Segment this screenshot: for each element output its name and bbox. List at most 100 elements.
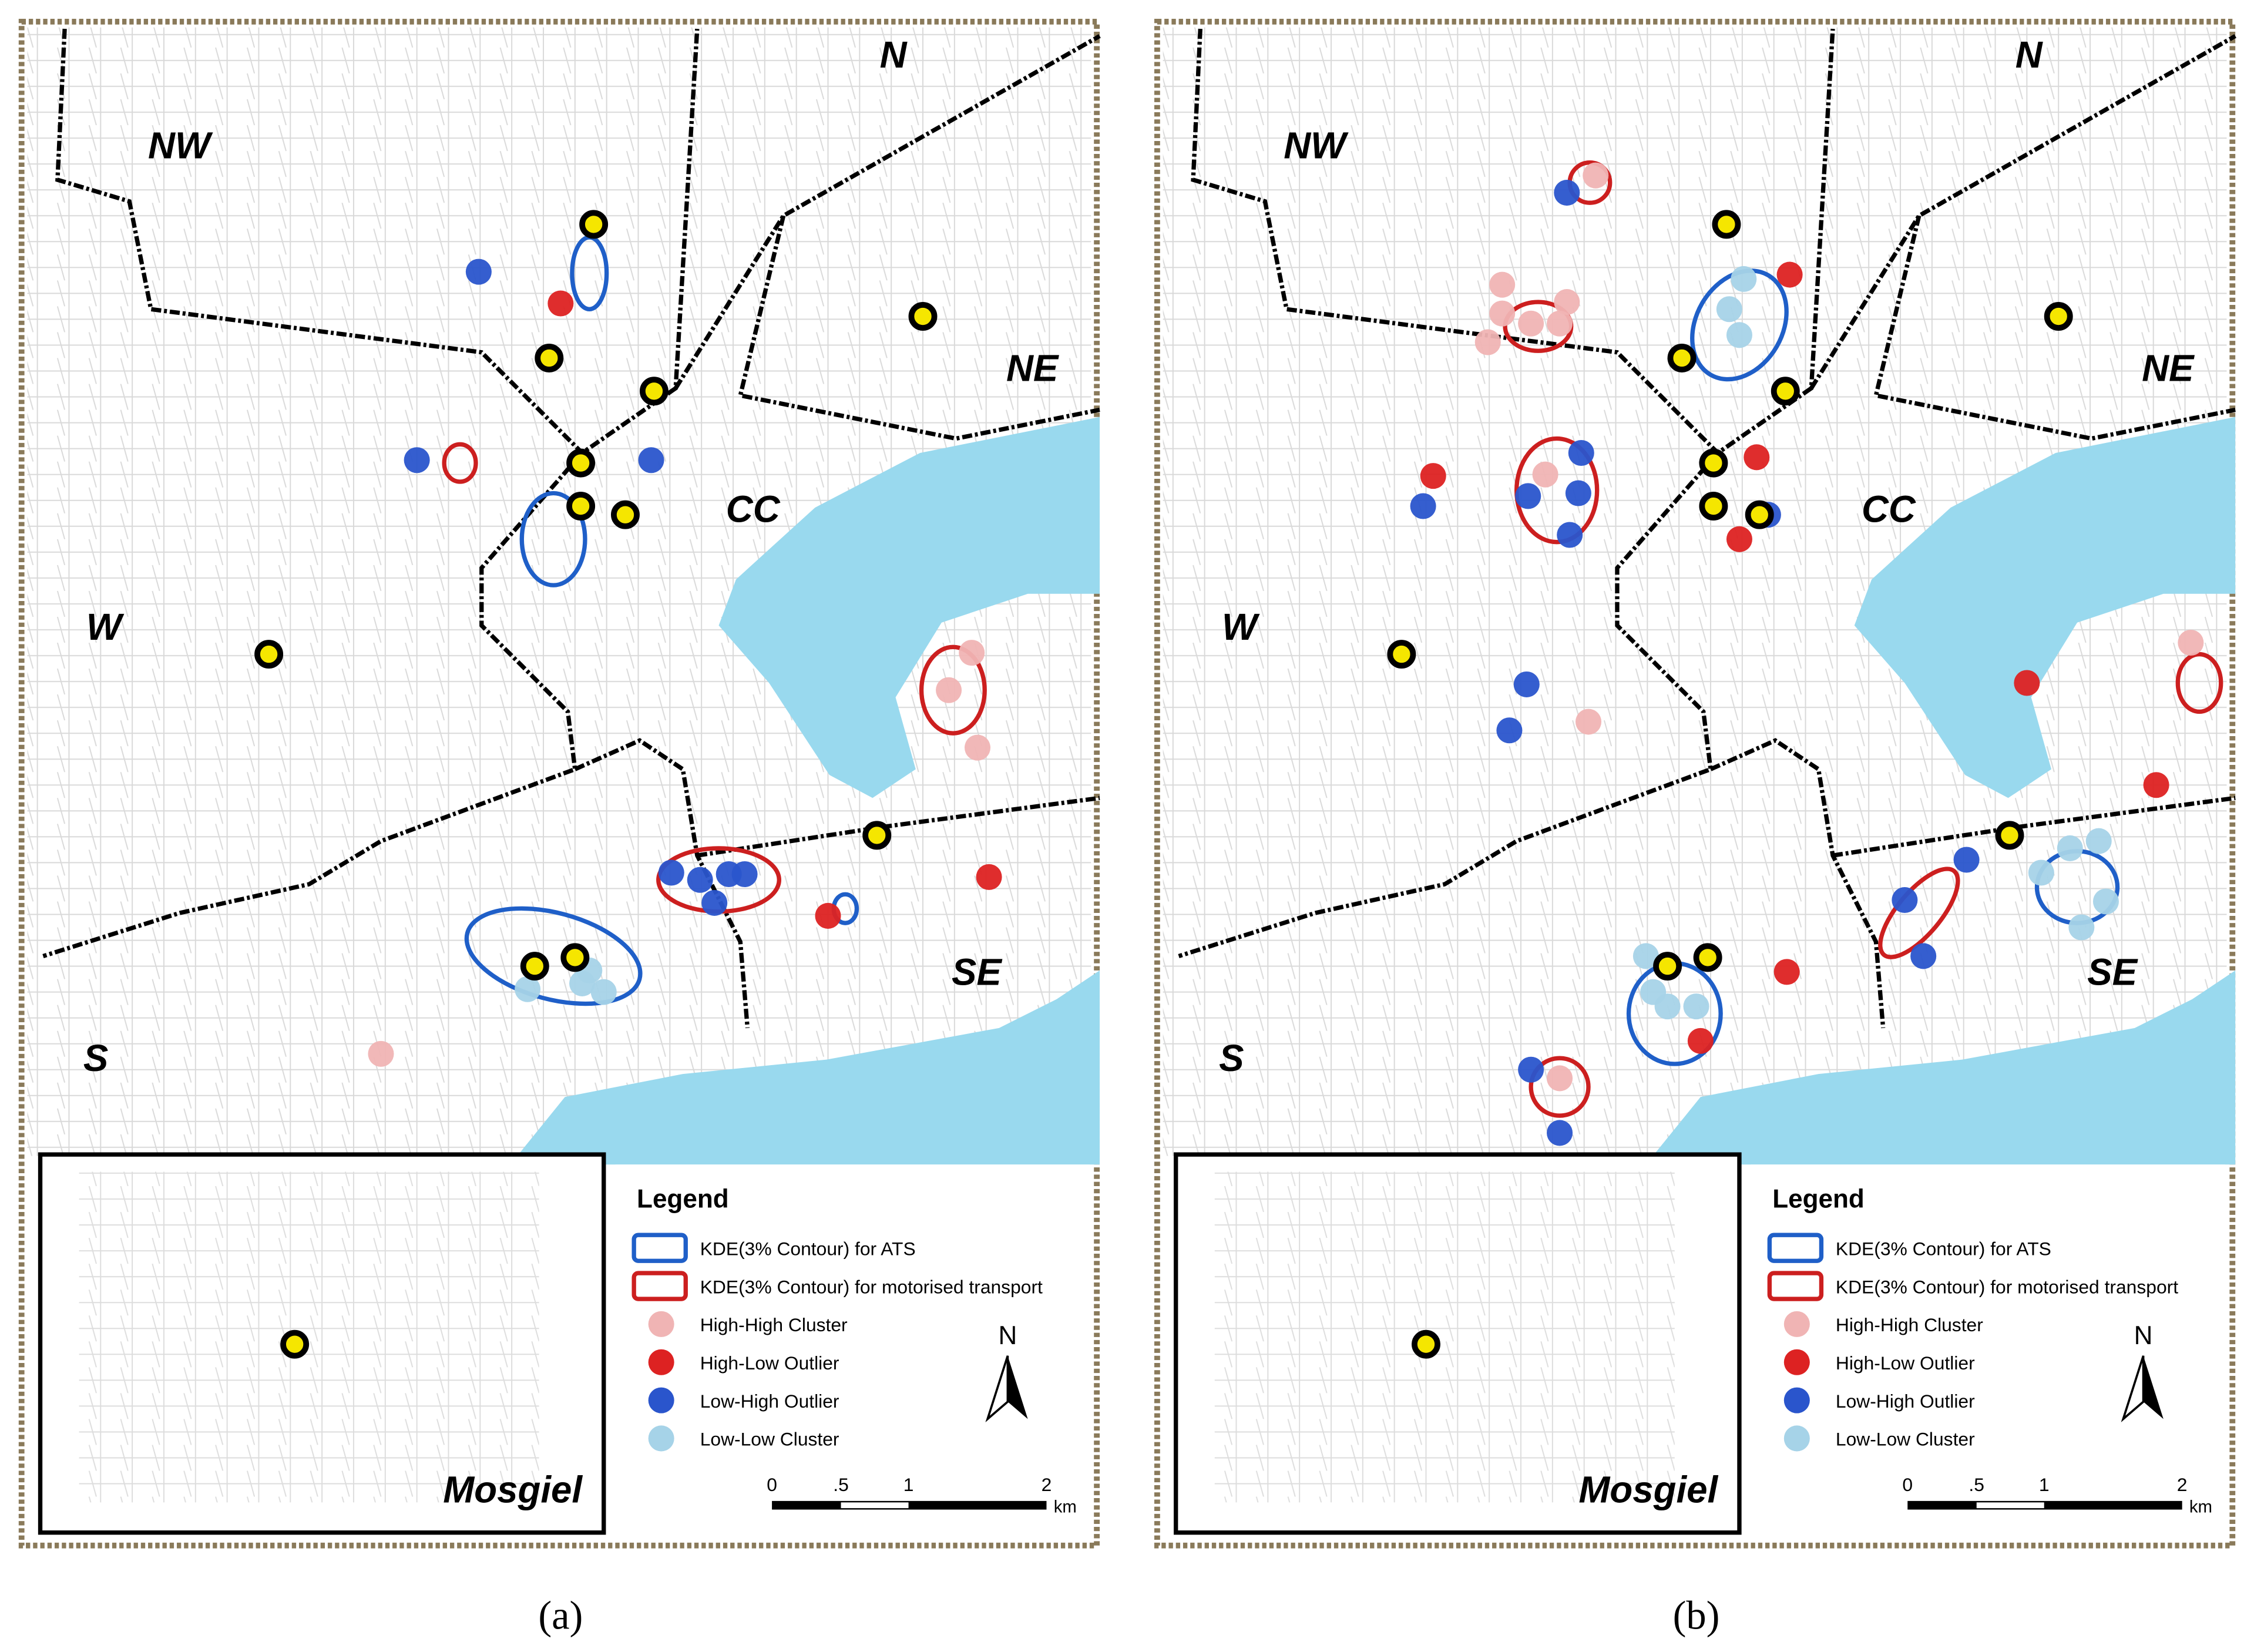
cluster-point bbox=[936, 677, 962, 703]
water bbox=[1645, 970, 2236, 1165]
cluster-point bbox=[1953, 847, 1980, 873]
school bbox=[908, 302, 938, 331]
scale-bar-segment bbox=[1976, 1502, 2044, 1509]
region-label: S bbox=[1219, 1037, 1244, 1079]
map-panel: N NW NE CC W S SE Mosgiel Legend KDE(3% Contour) … bbox=[1154, 18, 2237, 1549]
region-label: W bbox=[1222, 606, 1260, 648]
scale-label: .5 bbox=[833, 1474, 849, 1495]
cluster-point bbox=[1716, 296, 1742, 323]
region-label: NW bbox=[148, 125, 213, 166]
legend-symbol bbox=[631, 1271, 688, 1301]
region-label: NE bbox=[2142, 348, 2195, 390]
school bbox=[566, 492, 596, 521]
cluster-point bbox=[976, 864, 1002, 890]
school bbox=[280, 1329, 310, 1359]
north-label: N bbox=[2134, 1321, 2153, 1350]
cluster-point bbox=[2068, 914, 2095, 941]
ats-contour bbox=[519, 491, 587, 587]
cluster-point bbox=[1547, 1120, 1573, 1146]
region-label: NE bbox=[1006, 348, 1060, 390]
legend-item: Low-Low Cluster bbox=[700, 1429, 839, 1450]
region-label: W bbox=[86, 606, 125, 648]
motorised-contour bbox=[442, 442, 478, 484]
cluster-point bbox=[1726, 526, 1752, 552]
school bbox=[1995, 821, 2024, 850]
legend-title: Legend bbox=[1772, 1185, 1865, 1214]
map-panel: N NW NE CC W S SE Mosgiel Legend KDE(3% Contour) … bbox=[18, 18, 1101, 1549]
district-boundary bbox=[574, 738, 750, 1029]
school bbox=[1412, 1329, 1440, 1359]
scale-bar bbox=[1907, 1500, 2182, 1510]
cluster-point bbox=[2085, 828, 2112, 854]
scale-label: 1 bbox=[903, 1474, 914, 1495]
legend-symbol bbox=[648, 1425, 674, 1452]
panel-caption: (a) bbox=[538, 1593, 583, 1638]
water bbox=[510, 970, 1100, 1165]
school bbox=[862, 821, 892, 850]
cluster-point bbox=[1554, 289, 1580, 315]
legend-symbol bbox=[648, 1349, 674, 1375]
cluster-point bbox=[1557, 522, 1583, 548]
school bbox=[1387, 640, 1416, 669]
ats-contour bbox=[1690, 268, 1789, 382]
legend-symbol bbox=[631, 1233, 688, 1263]
cluster-point bbox=[959, 640, 985, 666]
legend-symbol bbox=[1783, 1311, 1810, 1337]
cluster-point bbox=[1515, 483, 1541, 509]
inset-label: Mosgiel bbox=[443, 1469, 583, 1510]
inset-roads bbox=[79, 1171, 539, 1503]
scale-unit: km bbox=[1054, 1497, 1077, 1516]
school bbox=[1693, 943, 1722, 972]
legend-symbol bbox=[648, 1311, 674, 1337]
school bbox=[1771, 377, 1800, 406]
school bbox=[579, 210, 609, 239]
legend-symbol bbox=[1767, 1233, 1824, 1263]
school bbox=[1699, 448, 1728, 478]
cluster-point bbox=[1773, 959, 1800, 985]
legend-item: KDE(3% Contour) for motorised transport bbox=[700, 1276, 1043, 1297]
cluster-point bbox=[1489, 271, 1516, 298]
school bbox=[639, 377, 669, 406]
school bbox=[520, 952, 549, 981]
school bbox=[1653, 952, 1682, 981]
scale-label: 0 bbox=[1902, 1474, 1913, 1495]
legend-box bbox=[615, 1164, 1090, 1470]
ats-contour bbox=[464, 906, 643, 1006]
cluster-point bbox=[2143, 772, 2169, 798]
cluster-point bbox=[2028, 859, 2054, 886]
cluster-point bbox=[2092, 888, 2119, 915]
cluster-point bbox=[1683, 993, 1709, 1020]
school bbox=[2044, 302, 2073, 331]
cluster-point bbox=[1892, 887, 1918, 914]
legend-item: KDE(3% Contour) for ATS bbox=[1836, 1238, 2051, 1259]
legend-item: Low-High Outlier bbox=[1836, 1391, 1975, 1412]
school bbox=[611, 500, 640, 529]
legend-item: KDE(3% Contour) for ATS bbox=[700, 1238, 916, 1259]
cluster-point bbox=[1583, 162, 1609, 189]
cluster-point bbox=[687, 867, 713, 893]
legend-symbol bbox=[1783, 1425, 1810, 1452]
cluster-point bbox=[1496, 717, 1523, 744]
legend-item: High-High Cluster bbox=[700, 1314, 848, 1335]
cluster-point bbox=[465, 258, 492, 285]
district-boundary bbox=[1873, 215, 2236, 441]
cluster-point bbox=[547, 290, 574, 317]
cluster-point bbox=[1518, 1056, 1544, 1083]
cluster-point bbox=[1547, 310, 1573, 337]
district-boundary bbox=[737, 215, 1100, 441]
cluster-point bbox=[1640, 979, 1667, 1005]
region-label: CC bbox=[726, 488, 781, 530]
district-boundary bbox=[42, 451, 584, 958]
legend-item: Low-Low Cluster bbox=[1836, 1429, 1975, 1450]
legend-symbol bbox=[648, 1387, 674, 1413]
cluster-point bbox=[1420, 463, 1446, 489]
cluster-point bbox=[1532, 461, 1558, 488]
region-label: CC bbox=[1862, 488, 1916, 530]
legend-symbol bbox=[1783, 1387, 1810, 1413]
cluster-point bbox=[658, 859, 684, 886]
cluster-point bbox=[1489, 300, 1516, 327]
school bbox=[535, 344, 564, 372]
cluster-point bbox=[590, 979, 617, 1005]
cluster-point bbox=[1410, 493, 1436, 519]
